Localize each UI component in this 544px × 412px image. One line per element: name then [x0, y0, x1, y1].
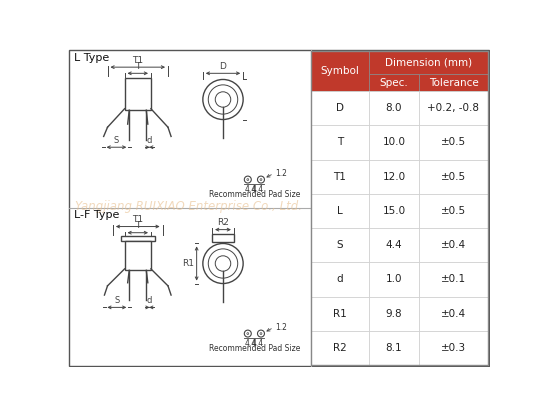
Text: R2: R2	[333, 343, 347, 353]
Bar	[369, 297, 419, 331]
Circle shape	[203, 243, 243, 283]
Bar	[419, 331, 488, 365]
Bar	[419, 297, 488, 331]
Bar	[369, 91, 419, 125]
Bar	[419, 262, 488, 297]
Bar	[419, 228, 488, 262]
Text: Spec.: Spec.	[380, 77, 409, 88]
Text: L-F Type: L-F Type	[74, 211, 120, 220]
Bar	[311, 51, 369, 91]
Bar	[369, 51, 488, 74]
Bar	[419, 125, 488, 159]
Text: ±0.5: ±0.5	[441, 172, 466, 182]
Bar	[121, 236, 155, 241]
Text: 8.0: 8.0	[386, 103, 402, 113]
Bar	[311, 331, 369, 365]
Bar	[311, 297, 369, 331]
Text: S: S	[114, 136, 119, 145]
Bar	[311, 51, 488, 365]
Text: 8.1: 8.1	[386, 343, 403, 353]
Text: L: L	[337, 206, 343, 216]
Bar	[311, 159, 369, 194]
Text: 10.0: 10.0	[382, 138, 405, 147]
Bar	[311, 125, 369, 159]
Bar	[419, 194, 488, 228]
Circle shape	[203, 80, 243, 119]
Circle shape	[208, 249, 238, 278]
Bar	[369, 331, 419, 365]
Bar	[369, 125, 419, 159]
Bar	[125, 241, 151, 270]
Text: 4.4: 4.4	[245, 339, 257, 348]
Text: Dimension (mm): Dimension (mm)	[385, 58, 472, 68]
Bar	[369, 74, 419, 91]
Bar	[369, 194, 419, 228]
Text: Yangjiang RUIXIAO Enterprise Co., Ltd.: Yangjiang RUIXIAO Enterprise Co., Ltd.	[75, 200, 301, 213]
Circle shape	[260, 179, 262, 180]
Text: 15.0: 15.0	[382, 206, 405, 216]
Text: d: d	[337, 274, 343, 284]
Text: R2: R2	[217, 218, 229, 227]
Text: 1.0: 1.0	[386, 274, 402, 284]
Text: ±0.3: ±0.3	[441, 343, 466, 353]
Text: Tolerance: Tolerance	[429, 77, 478, 88]
Text: ±0.1: ±0.1	[441, 274, 466, 284]
Text: Recommended Pad Size: Recommended Pad Size	[209, 344, 300, 353]
Text: 4.4: 4.4	[252, 339, 264, 348]
Text: +0.2, -0.8: +0.2, -0.8	[428, 103, 479, 113]
Text: 4.4: 4.4	[252, 185, 264, 194]
Text: L Type: L Type	[74, 52, 109, 63]
Bar	[311, 194, 369, 228]
Circle shape	[244, 330, 251, 337]
Text: ±0.4: ±0.4	[441, 240, 466, 250]
Text: 1.2: 1.2	[275, 323, 287, 332]
Circle shape	[208, 85, 238, 114]
Text: 9.8: 9.8	[386, 309, 403, 319]
Bar	[311, 91, 369, 125]
Text: T: T	[337, 138, 343, 147]
Circle shape	[215, 256, 231, 271]
Text: R1: R1	[182, 259, 194, 268]
Bar	[311, 228, 369, 262]
Bar	[369, 159, 419, 194]
Circle shape	[257, 330, 264, 337]
Text: 4.4: 4.4	[245, 185, 257, 194]
Text: 1.2: 1.2	[275, 169, 287, 178]
Circle shape	[247, 332, 249, 335]
Text: ±0.5: ±0.5	[441, 138, 466, 147]
Text: 12.0: 12.0	[382, 172, 405, 182]
Bar	[419, 159, 488, 194]
Text: d: d	[147, 136, 152, 145]
Text: ±0.5: ±0.5	[441, 206, 466, 216]
Text: R1: R1	[333, 309, 347, 319]
Bar	[125, 78, 151, 110]
Text: S: S	[114, 296, 120, 305]
Text: d: d	[147, 296, 152, 305]
Text: 4.4: 4.4	[386, 240, 403, 250]
Text: T1: T1	[132, 215, 143, 224]
Text: D: D	[220, 62, 226, 71]
Text: T1: T1	[132, 56, 143, 65]
Circle shape	[257, 176, 264, 183]
Circle shape	[247, 179, 249, 180]
Bar	[369, 262, 419, 297]
Text: D: D	[336, 103, 344, 113]
Text: ±0.4: ±0.4	[441, 309, 466, 319]
Text: T1: T1	[333, 172, 347, 182]
Text: T: T	[135, 62, 140, 71]
Text: T: T	[135, 221, 140, 230]
Text: S: S	[337, 240, 343, 250]
Text: Symbol: Symbol	[320, 66, 359, 76]
Bar	[419, 91, 488, 125]
Text: Recommended Pad Size: Recommended Pad Size	[209, 190, 300, 199]
Circle shape	[215, 92, 231, 107]
Bar	[212, 234, 234, 242]
Bar	[369, 228, 419, 262]
Circle shape	[260, 332, 262, 335]
Circle shape	[244, 176, 251, 183]
Bar	[419, 74, 488, 91]
Bar	[311, 262, 369, 297]
